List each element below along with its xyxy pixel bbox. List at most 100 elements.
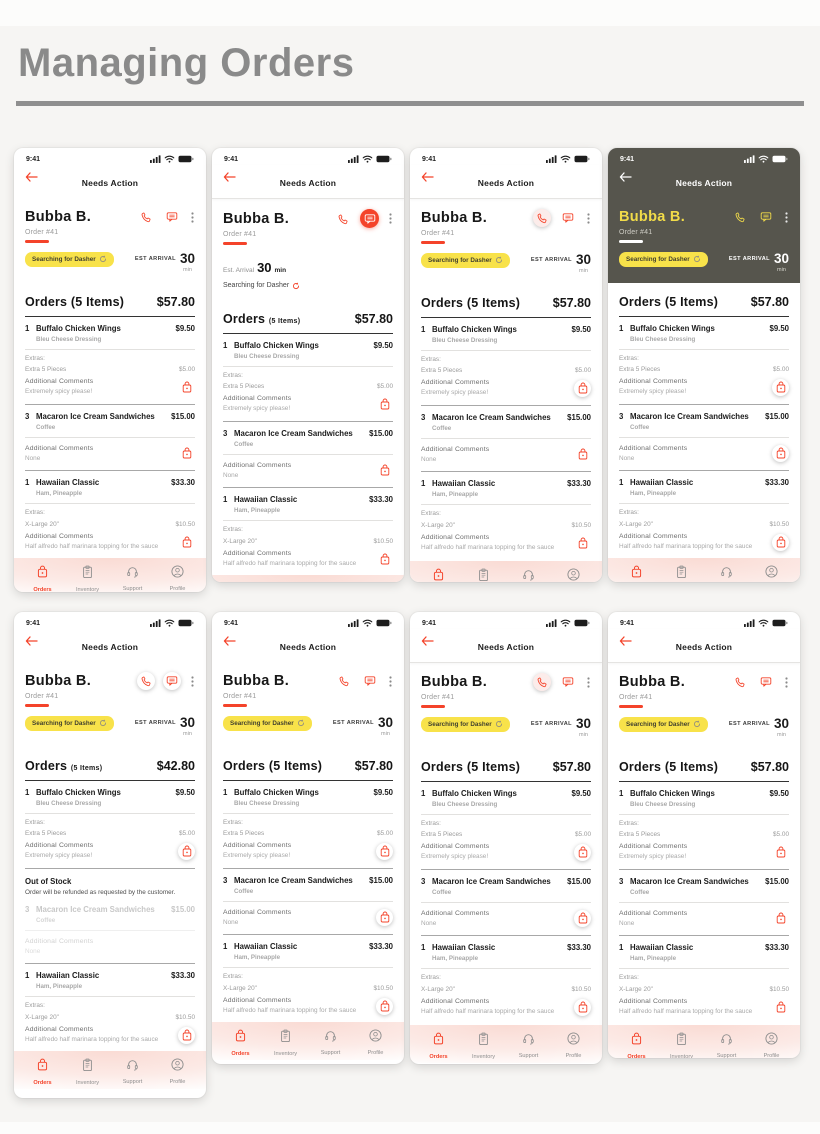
back-arrow-icon[interactable] <box>619 172 632 182</box>
bag-icon[interactable] <box>376 396 393 413</box>
nav-inventory[interactable]: Inventory <box>659 565 704 582</box>
chat-icon[interactable] <box>361 672 379 690</box>
nav-orders[interactable]: Orders <box>218 1029 263 1057</box>
bag-icon[interactable] <box>376 462 393 479</box>
nav-inventory[interactable]: Inventory <box>263 1029 308 1057</box>
bag-icon[interactable] <box>574 998 591 1016</box>
bag-icon <box>630 1032 643 1051</box>
nav-orders[interactable]: Orders <box>614 1032 659 1058</box>
bag-icon[interactable] <box>178 534 195 551</box>
est-arrival-unit: min <box>777 731 786 738</box>
nav-profile[interactable]: Profile <box>353 1029 398 1057</box>
bag-icon[interactable] <box>574 446 591 463</box>
back-arrow-icon[interactable] <box>421 172 434 182</box>
nav-orders[interactable]: Orders <box>20 565 65 592</box>
nav-profile[interactable]: Profile <box>155 1058 200 1086</box>
kebab-menu-icon[interactable] <box>387 675 393 687</box>
phone-icon[interactable] <box>731 673 749 691</box>
phone-icon[interactable] <box>731 208 749 226</box>
nav-orders[interactable]: Orders <box>614 565 659 582</box>
chat-icon[interactable] <box>757 673 775 691</box>
kebab-menu-icon[interactable] <box>387 213 393 224</box>
nav-profile[interactable]: Profile <box>551 1032 596 1060</box>
phone-icon[interactable] <box>533 673 551 691</box>
nav-profile[interactable]: Profile <box>749 565 794 582</box>
back-arrow-icon[interactable] <box>619 636 632 646</box>
bag-icon[interactable] <box>178 1026 195 1044</box>
bag-icon[interactable] <box>574 910 591 928</box>
bag-icon[interactable] <box>574 379 591 397</box>
chat-icon[interactable] <box>559 673 577 691</box>
bag-icon[interactable] <box>376 842 393 860</box>
nav-profile[interactable]: Profile <box>551 568 596 582</box>
kebab-menu-icon[interactable] <box>585 676 591 688</box>
comment-text: Half alfredo half marinara topping for t… <box>421 543 555 551</box>
comment-text: None <box>421 455 437 463</box>
bag-icon[interactable] <box>574 535 591 552</box>
kebab-menu-icon[interactable] <box>585 212 591 224</box>
nav-support[interactable]: Support <box>506 568 551 582</box>
back-arrow-icon[interactable] <box>25 636 38 646</box>
bag-icon[interactable] <box>376 909 393 927</box>
bag-icon[interactable] <box>574 843 591 861</box>
nav-inventory[interactable]: Inventory <box>659 1032 704 1058</box>
nav-inventory[interactable]: Inventory <box>65 1058 110 1086</box>
bag-icon[interactable] <box>376 551 393 568</box>
nav-support[interactable]: Support <box>704 1032 749 1058</box>
nav-profile[interactable]: Profile <box>155 565 200 592</box>
bag-icon[interactable] <box>772 910 789 927</box>
bag-icon[interactable] <box>772 999 789 1016</box>
bag-icon[interactable] <box>772 445 789 463</box>
nav-support[interactable]: Support <box>110 565 155 592</box>
item-description: Bleu Cheese Dressing <box>36 799 102 807</box>
phone-icon[interactable] <box>334 210 352 228</box>
bag-icon[interactable] <box>178 445 195 462</box>
nav-inventory[interactable]: Inventory <box>461 1032 506 1060</box>
nav-support[interactable]: Support <box>110 1058 155 1086</box>
bag-icon[interactable] <box>772 533 789 551</box>
bag-icon[interactable] <box>772 844 789 861</box>
nav-inventory[interactable]: Inventory <box>65 565 110 592</box>
bag-icon[interactable] <box>772 378 789 396</box>
phone-icon[interactable] <box>137 208 155 226</box>
kebab-menu-icon[interactable] <box>189 675 195 687</box>
bag-icon[interactable] <box>376 997 393 1015</box>
kebab-menu-icon[interactable] <box>783 676 789 688</box>
items-list: 1 Buffalo Chicken Wings $9.50 Bleu Chees… <box>212 334 404 576</box>
nav-inventory[interactable]: Inventory <box>461 568 506 582</box>
chat-icon[interactable] <box>559 209 577 227</box>
chat-icon[interactable] <box>360 209 379 228</box>
order-header: Bubba B. Order #41 Searching for Dasher … <box>410 199 602 284</box>
nav-label: Inventory <box>273 1051 297 1058</box>
nav-orders[interactable]: Orders <box>20 1058 65 1086</box>
status-time: 9:41 <box>224 619 239 627</box>
phone-icon[interactable] <box>533 209 551 227</box>
chat-icon[interactable] <box>163 208 181 226</box>
nav-support[interactable]: Support <box>506 1032 551 1060</box>
est-arrival-unit: min <box>777 266 786 273</box>
kebab-menu-icon[interactable] <box>783 211 789 223</box>
nav-orders[interactable]: Orders <box>416 568 461 582</box>
order-item: 1 Buffalo Chicken Wings $9.50 Bleu Chees… <box>619 782 789 870</box>
item-name: Hawaiian Classic <box>630 478 694 488</box>
item-description: Ham, Pineapple <box>432 955 479 963</box>
chat-icon[interactable] <box>757 208 775 226</box>
back-arrow-icon[interactable] <box>223 172 236 182</box>
nav-profile[interactable]: Profile <box>749 1032 794 1058</box>
back-arrow-icon[interactable] <box>421 636 434 646</box>
nav-orders[interactable]: Orders <box>416 1032 461 1060</box>
phone-icon[interactable] <box>137 672 155 690</box>
person-icon <box>369 1029 382 1047</box>
nav-support[interactable]: Support <box>308 1029 353 1057</box>
back-arrow-icon[interactable] <box>223 636 236 646</box>
phone-icon[interactable] <box>335 672 353 690</box>
comment-text: Extremely spicy please! <box>25 388 93 395</box>
est-arrival-unit: min <box>579 267 588 274</box>
back-arrow-icon[interactable] <box>25 172 38 182</box>
bag-icon[interactable] <box>178 379 195 396</box>
bag-icon[interactable] <box>178 842 195 860</box>
nav-support[interactable]: Support <box>704 565 749 582</box>
out-of-stock-notice: Out of Stock Order will be refunded as r… <box>25 869 195 898</box>
chat-icon[interactable] <box>163 672 181 690</box>
kebab-menu-icon[interactable] <box>189 211 195 223</box>
